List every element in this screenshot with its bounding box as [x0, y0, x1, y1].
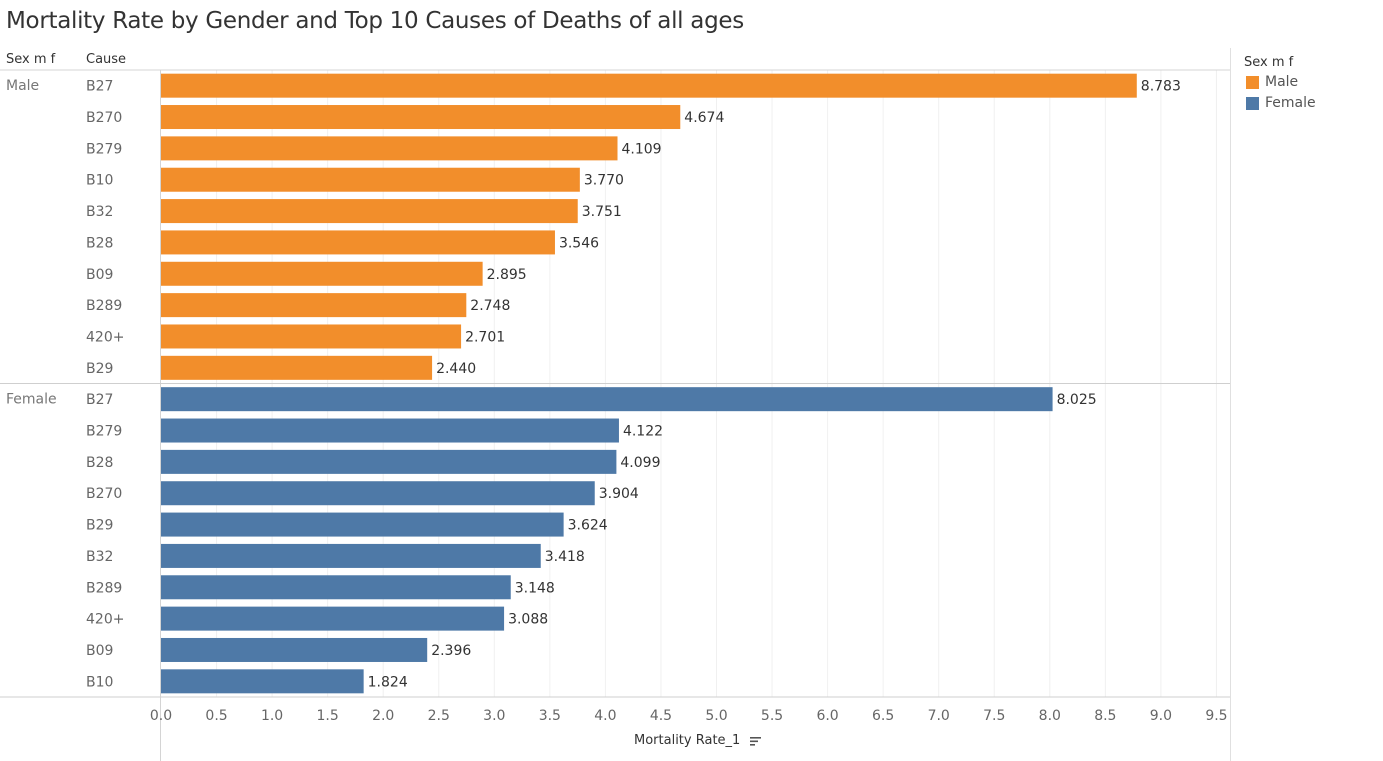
- data-label: 3.148: [515, 580, 555, 596]
- cause-label[interactable]: B279: [86, 424, 122, 440]
- x-tick-label: 1.0: [261, 708, 283, 724]
- cause-label[interactable]: 420+: [86, 612, 124, 628]
- x-tick-label: 6.0: [816, 708, 838, 724]
- row-header-male[interactable]: Male: [6, 78, 39, 94]
- bar[interactable]: [161, 637, 428, 662]
- bar[interactable]: [161, 261, 483, 286]
- data-label: 8.025: [1057, 392, 1097, 408]
- bar[interactable]: [161, 324, 462, 349]
- bar[interactable]: [161, 575, 511, 600]
- bar[interactable]: [161, 105, 681, 130]
- x-tick-label: 3.0: [483, 708, 505, 724]
- cause-label[interactable]: B289: [86, 298, 122, 314]
- legend-swatch-female: [1246, 97, 1259, 110]
- legend-title: Sex m f: [1244, 55, 1294, 70]
- bar[interactable]: [161, 512, 564, 537]
- cause-label[interactable]: B28: [86, 455, 113, 471]
- data-label: 4.109: [622, 141, 662, 157]
- cause-label[interactable]: 420+: [86, 329, 124, 345]
- data-label: 2.701: [465, 329, 505, 345]
- bar[interactable]: [161, 136, 618, 161]
- cause-label[interactable]: B32: [86, 204, 113, 220]
- bar[interactable]: [161, 669, 364, 694]
- x-tick-label: 0.0: [150, 708, 172, 724]
- data-label: 4.099: [620, 455, 660, 471]
- data-label: 3.418: [545, 549, 585, 565]
- data-label: 1.824: [368, 674, 408, 690]
- x-tick-label: 5.0: [705, 708, 727, 724]
- x-tick-label: 9.0: [1150, 708, 1172, 724]
- cause-label[interactable]: B289: [86, 580, 122, 596]
- cause-label[interactable]: B28: [86, 235, 113, 251]
- cause-column-header[interactable]: Cause: [86, 52, 127, 67]
- data-label: 3.751: [582, 204, 622, 220]
- x-axis-title[interactable]: Mortality Rate_1: [634, 733, 762, 748]
- bar[interactable]: [161, 543, 541, 568]
- x-tick-label: 9.5: [1205, 708, 1227, 724]
- sort-descending-icon[interactable]: [750, 736, 762, 746]
- data-label: 3.088: [508, 612, 548, 628]
- bar[interactable]: [161, 387, 1053, 412]
- bar[interactable]: [161, 606, 505, 631]
- data-label: 2.895: [487, 267, 527, 283]
- x-axis-title-text: Mortality Rate_1: [634, 733, 741, 748]
- bar[interactable]: [161, 418, 619, 443]
- x-tick-label: 1.5: [317, 708, 339, 724]
- cause-label[interactable]: B279: [86, 141, 122, 157]
- cause-label[interactable]: B270: [86, 110, 122, 126]
- x-tick-label: 4.0: [594, 708, 616, 724]
- data-label: 3.546: [559, 235, 599, 251]
- x-tick-label: 2.0: [372, 708, 394, 724]
- bar[interactable]: [161, 355, 433, 380]
- bar[interactable]: [161, 167, 580, 192]
- chart-title: Mortality Rate by Gender and Top 10 Caus…: [6, 8, 744, 34]
- legend-label-male: Male: [1265, 74, 1299, 90]
- x-tick-label: 8.5: [1094, 708, 1116, 724]
- cause-label[interactable]: B09: [86, 267, 113, 283]
- cause-label[interactable]: B270: [86, 486, 122, 502]
- data-label: 2.748: [470, 298, 510, 314]
- data-label: 3.770: [584, 173, 624, 189]
- cause-label[interactable]: B29: [86, 518, 113, 534]
- data-label: 4.674: [684, 110, 724, 126]
- bar[interactable]: [161, 481, 595, 506]
- cause-label[interactable]: B27: [86, 79, 113, 95]
- x-tick-label: 8.0: [1039, 708, 1061, 724]
- sex-column-header[interactable]: Sex m f: [6, 52, 56, 67]
- data-label: 3.904: [599, 486, 639, 502]
- x-tick-label: 6.5: [872, 708, 894, 724]
- x-tick-label: 2.5: [428, 708, 450, 724]
- x-tick-label: 0.5: [205, 708, 227, 724]
- x-tick-label: 7.5: [983, 708, 1005, 724]
- x-tick-label: 5.5: [761, 708, 783, 724]
- cause-label[interactable]: B10: [86, 674, 113, 690]
- data-label: 3.624: [568, 518, 608, 534]
- legend-swatch-male: [1246, 76, 1259, 89]
- bar[interactable]: [161, 230, 555, 255]
- bar[interactable]: [161, 293, 467, 318]
- x-tick-label: 3.5: [539, 708, 561, 724]
- data-label: 2.396: [431, 643, 471, 659]
- data-label: 2.440: [436, 361, 476, 377]
- data-label: 8.783: [1141, 79, 1181, 95]
- bar[interactable]: [161, 199, 578, 224]
- cause-label[interactable]: B09: [86, 643, 113, 659]
- legend-label-female: Female: [1265, 95, 1316, 111]
- bar[interactable]: [161, 449, 617, 474]
- x-tick-label: 7.0: [928, 708, 950, 724]
- cause-label[interactable]: B32: [86, 549, 113, 565]
- bar[interactable]: [161, 73, 1137, 98]
- cause-label[interactable]: B27: [86, 392, 113, 408]
- row-header-female[interactable]: Female: [6, 392, 57, 408]
- cause-label[interactable]: B29: [86, 361, 113, 377]
- data-label: 4.122: [623, 424, 663, 440]
- x-tick-label: 4.5: [650, 708, 672, 724]
- cause-label[interactable]: B10: [86, 173, 113, 189]
